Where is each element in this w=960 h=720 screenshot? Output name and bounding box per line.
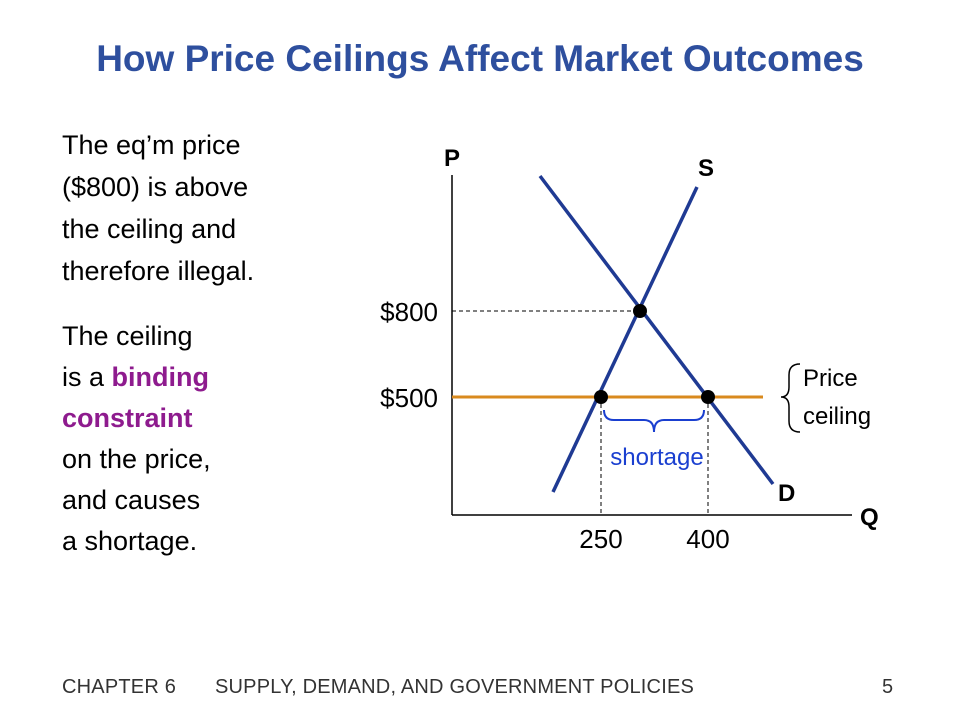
demand-label: D [778, 480, 795, 507]
paragraph1-line-1: The eq’m price [62, 130, 241, 160]
slide-title: How Price Ceilings Affect Market Outcome… [96, 38, 864, 79]
price-ceiling-label-line-2: ceiling [803, 403, 871, 430]
explanation-paragraph-2: The ceiling is a binding constraint on t… [62, 316, 211, 562]
supply-label: S [698, 155, 714, 182]
price-ceiling-label-line-1: Price [803, 365, 858, 392]
paragraph2-line-6: a shortage. [62, 526, 198, 556]
quantity-demanded-point [701, 390, 715, 404]
y-axis-label: P [444, 145, 460, 172]
paragraph2-line-5: and causes [62, 485, 201, 515]
shortage-brace [603, 409, 705, 433]
constraint-highlight: constraint [62, 403, 193, 433]
paragraph1-line-2: ($800) is above [62, 172, 249, 202]
paragraph1-line-4: therefore illegal. [62, 256, 255, 286]
paragraph2-line-1: The ceiling [62, 321, 193, 351]
quantity-supplied-point [594, 390, 608, 404]
shortage-label: shortage [610, 444, 703, 471]
paragraph2-line-2-prefix: is a [62, 362, 112, 392]
page-number: 5 [882, 676, 894, 698]
x-tick-400: 400 [686, 524, 729, 554]
paragraph1-line-3: the ceiling and [62, 214, 237, 244]
x-axis-label: Q [860, 504, 879, 531]
equilibrium-point [633, 304, 647, 318]
y-tick-800: $800 [380, 297, 438, 327]
y-tick-500: $500 [380, 383, 438, 413]
explanation-paragraph-1: The eq’m price ($800) is above the ceili… [62, 124, 254, 292]
binding-highlight: binding [111, 362, 209, 392]
supply-curve [551, 186, 699, 493]
price-ceiling-brace [780, 363, 801, 433]
footer-chapter: CHAPTER 6 [62, 676, 177, 698]
paragraph2-line-4: on the price, [62, 444, 211, 474]
paragraph2-line-2: is a binding [62, 357, 211, 398]
demand-curve [538, 174, 775, 486]
x-tick-250: 250 [579, 524, 622, 554]
footer-chapter-title: SUPPLY, DEMAND, AND GOVERNMENT POLICIES [215, 676, 695, 698]
